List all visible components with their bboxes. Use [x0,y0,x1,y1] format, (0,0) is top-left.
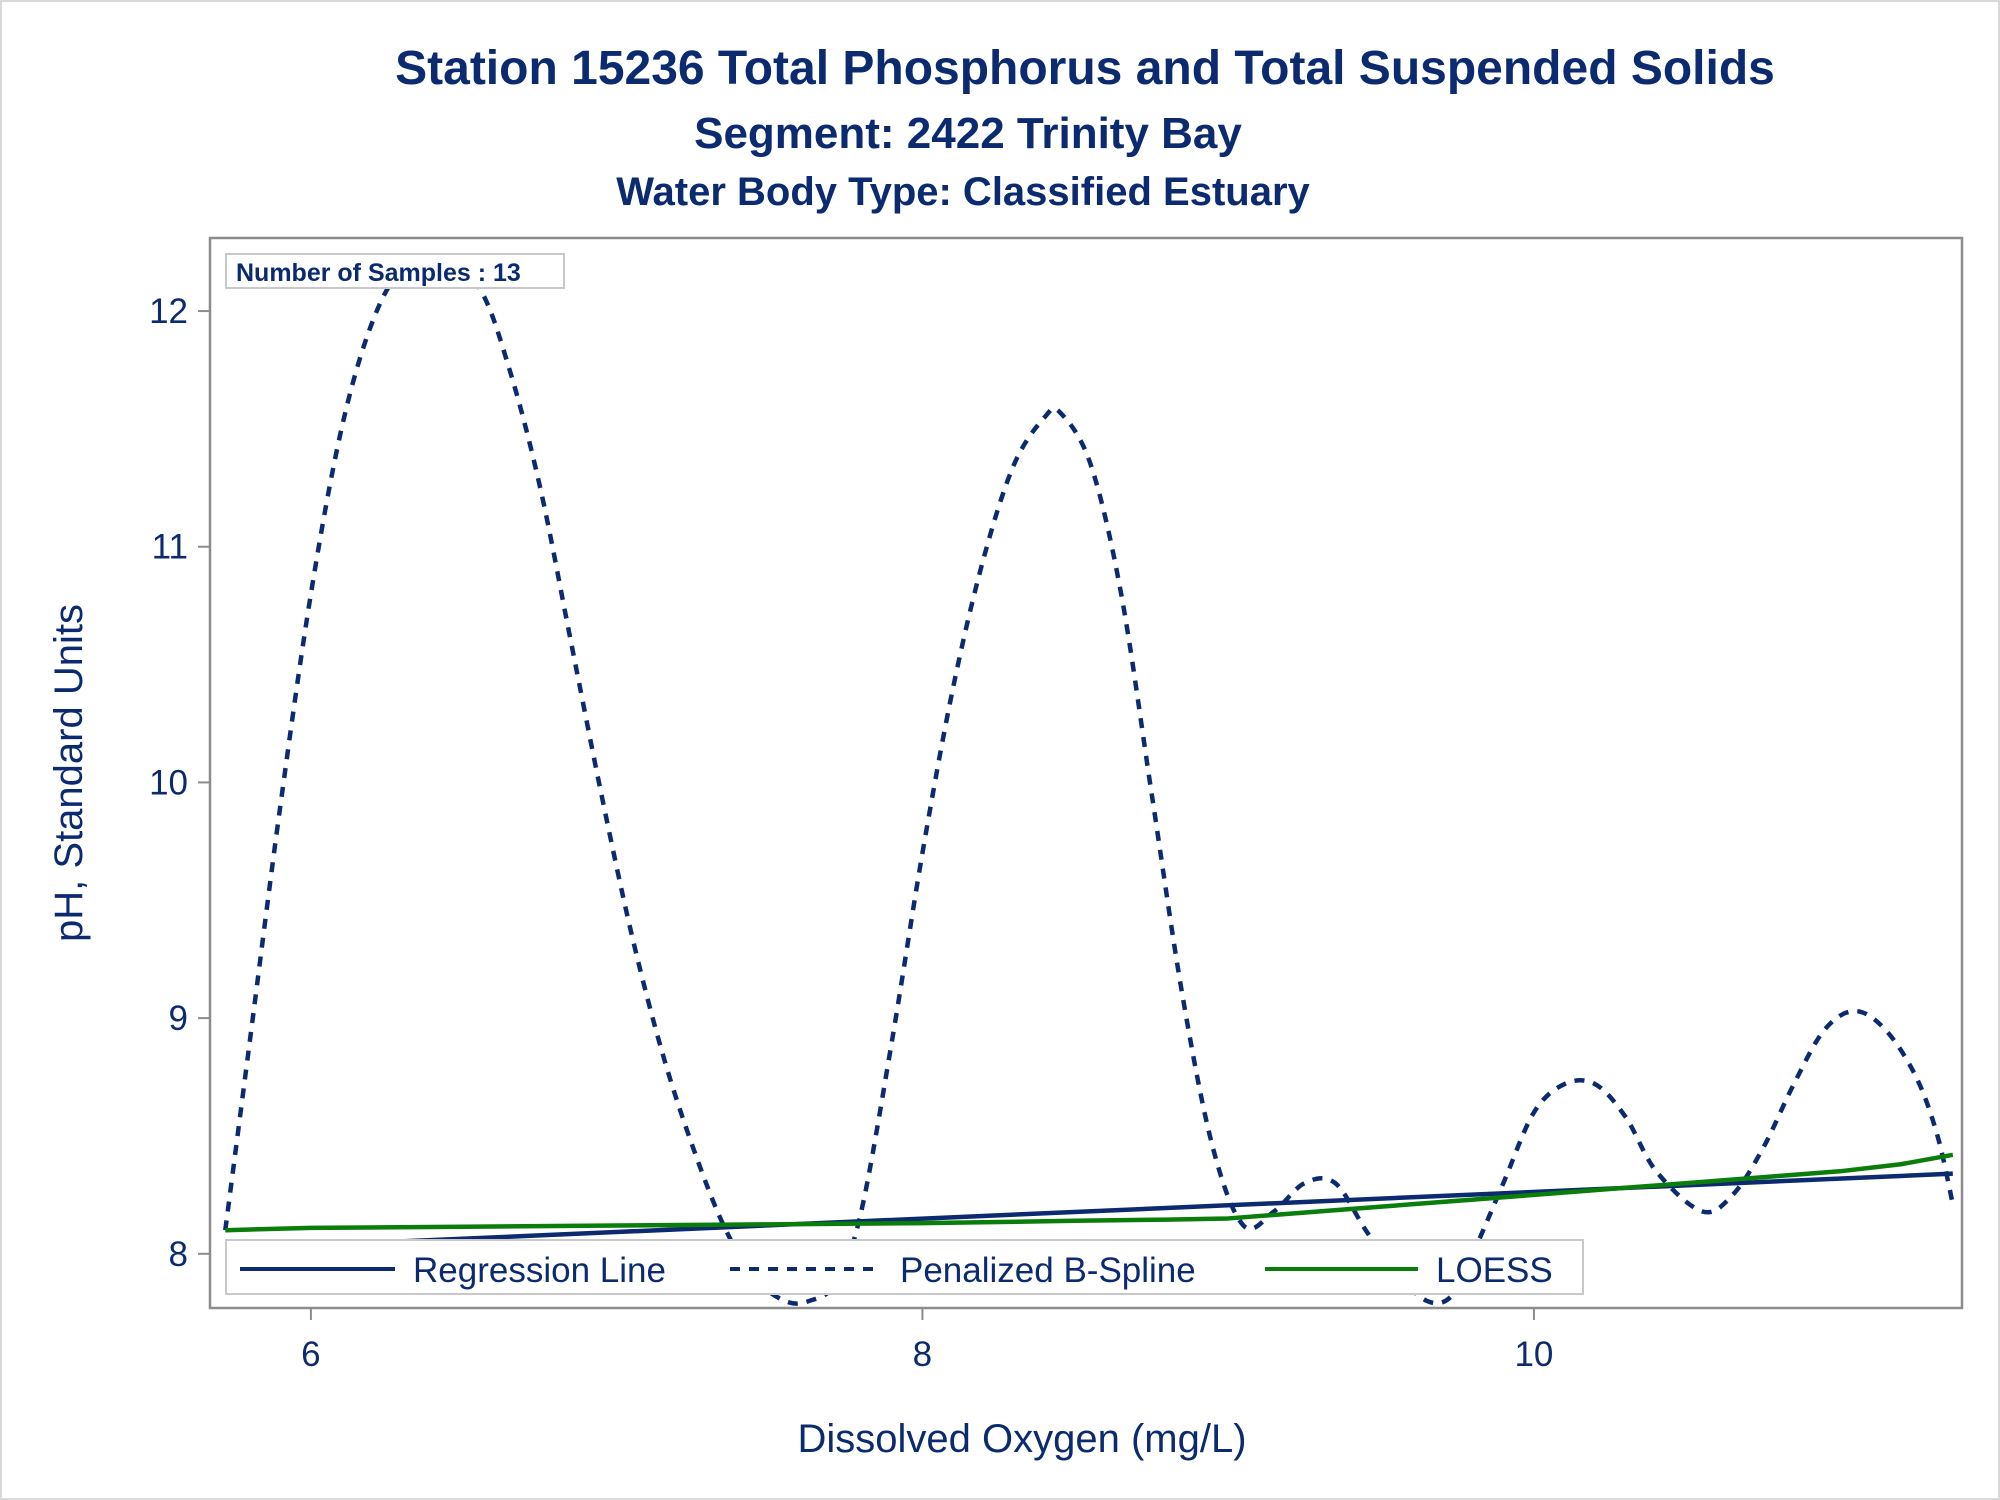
legend-label-regression: Regression Line [413,1251,666,1290]
regression-line [225,1171,1953,1252]
x-tick-label: 10 [1514,1335,1553,1374]
plot-area: 6 8 10 8 9 10 11 12 [149,236,1964,1374]
sample-count-inset: Number of Samples : 13 [225,253,565,289]
legend-label-loess: LOESS [1436,1251,1553,1290]
penalized-b-spline-line [223,255,1956,1306]
legend: Regression Line Penalized B-Spline LOESS [225,1239,1584,1295]
tick-layer: 6 8 10 8 9 10 11 12 [149,292,1553,1374]
plot-frame [208,236,1964,1310]
chart-title: Station 15236 Total Phosphorus and Total… [395,42,1775,95]
x-tick-label: 6 [301,1335,320,1374]
y-tick-label: 10 [149,763,188,802]
y-tick-label: 11 [152,528,188,567]
inset-box [225,253,565,289]
x-tick-label: 8 [913,1335,932,1374]
sample-count-label: Number of Samples : 13 [236,259,521,287]
chart-subtitle: Segment: 2422 Trinity Bay [694,109,1242,158]
y-tick-label: 9 [169,999,188,1038]
x-axis-label: Dissolved Oxygen (mg/L) [797,1417,1246,1461]
y-tick-label: 12 [149,292,188,331]
y-axis-label: pH, Standard Units [47,604,91,942]
loess-line [225,1152,1954,1233]
y-tick-label: 8 [169,1235,188,1274]
series-layer [223,255,1956,1306]
chart-subtitle-2: Water Body Type: Classified Estuary [616,170,1310,214]
legend-label-spline: Penalized B-Spline [900,1251,1196,1290]
